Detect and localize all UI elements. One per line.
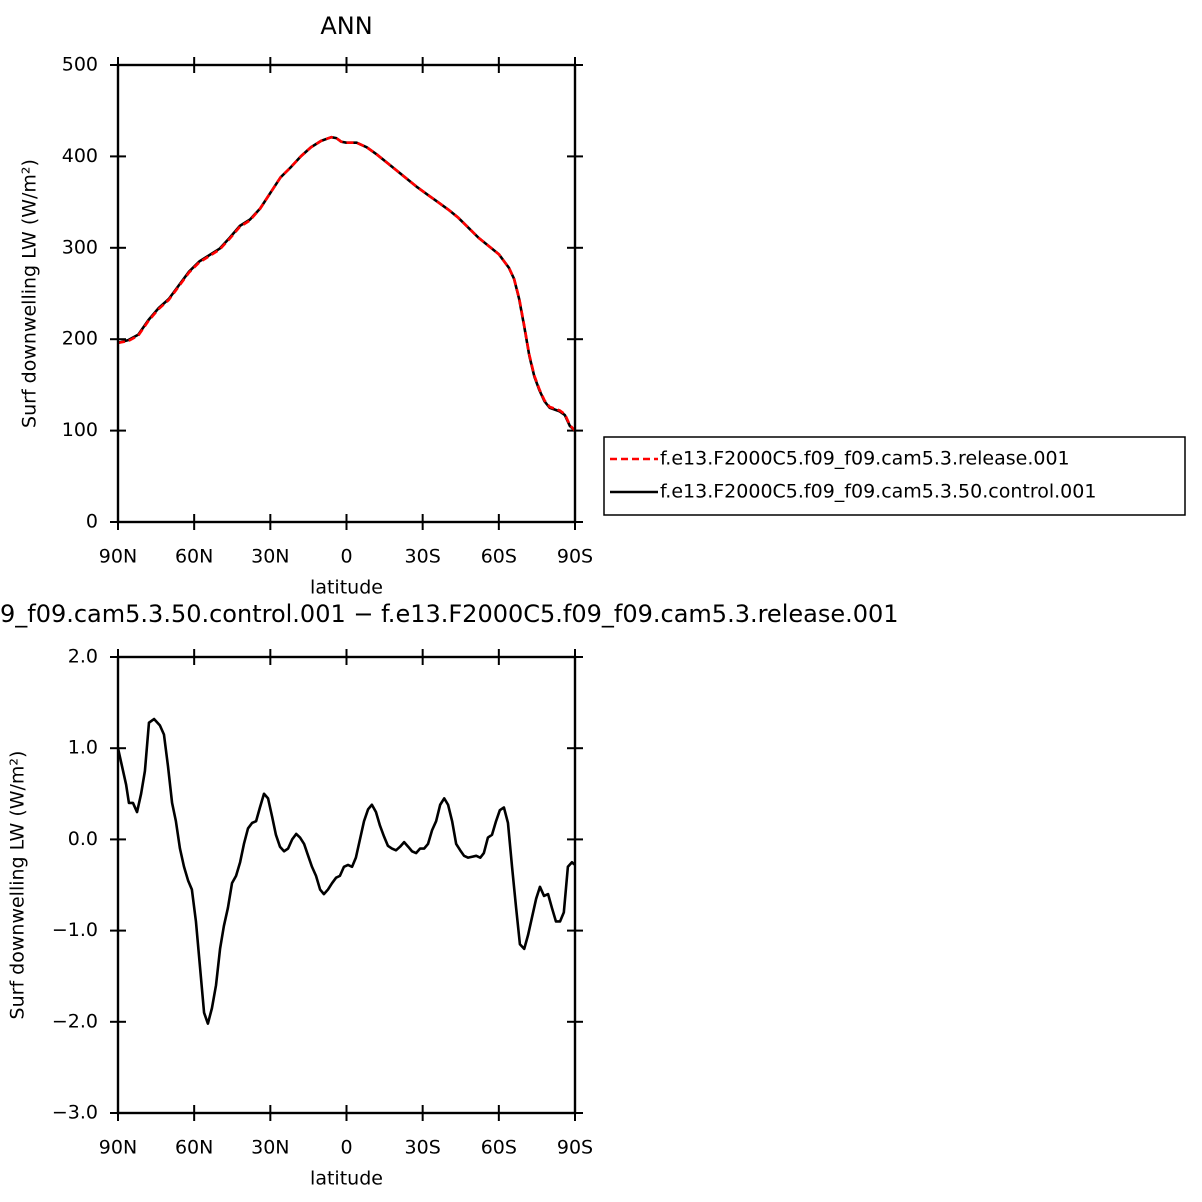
data-line xyxy=(118,135,575,432)
y-tick-label: −3.0 xyxy=(52,1102,98,1124)
x-tick-label: 30N xyxy=(251,546,289,568)
x-tick-label: 90N xyxy=(99,546,137,568)
x-tick-label: 60N xyxy=(175,1137,213,1159)
y-tick-label: 2.0 xyxy=(68,646,98,668)
x-tick-label: 60N xyxy=(175,546,213,568)
plot-frame xyxy=(116,655,577,1115)
y-tick-label: 400 xyxy=(62,145,98,167)
x-tick-label: 0 xyxy=(340,1137,352,1159)
x-axis-label: latitude xyxy=(310,577,383,599)
chart-title: ANN xyxy=(320,12,372,40)
y-axis-label: Surf downwelling LW (W/m²) xyxy=(19,159,41,428)
legend-box xyxy=(603,436,1186,516)
chart-title: f.e13.F2000C5.f09_f09.cam5.3.50.control.… xyxy=(0,600,899,628)
x-tick-label: 30S xyxy=(405,1137,441,1159)
y-tick-label: 1.0 xyxy=(68,737,98,759)
y-tick-label: 100 xyxy=(62,419,98,441)
x-tick-label: 90S xyxy=(557,1137,593,1159)
y-tick-label: −1.0 xyxy=(52,919,98,941)
y-tick-label: −2.0 xyxy=(52,1010,98,1032)
x-axis-label: latitude xyxy=(310,1168,383,1190)
legend-label: f.e13.F2000C5.f09_f09.cam5.3.release.001 xyxy=(660,448,1070,470)
x-tick-label: 60S xyxy=(481,1137,517,1159)
plot-frame xyxy=(116,63,577,524)
x-tick-label: 90N xyxy=(99,1137,137,1159)
data-line xyxy=(118,135,575,432)
y-tick-label: 300 xyxy=(62,236,98,258)
x-tick-label: 30N xyxy=(251,1137,289,1159)
x-tick-label: 60S xyxy=(481,546,517,568)
y-tick-label: 500 xyxy=(62,54,98,76)
x-tick-label: 0 xyxy=(340,546,352,568)
y-tick-label: 0.0 xyxy=(68,828,98,850)
x-tick-label: 30S xyxy=(405,546,441,568)
y-tick-label: 200 xyxy=(62,328,98,350)
data-line xyxy=(118,717,575,1025)
y-axis-label: Surf downwelling LW (W/m²) xyxy=(7,751,29,1020)
legend-label: f.e13.F2000C5.f09_f09.cam5.3.50.control.… xyxy=(660,481,1096,503)
x-tick-label: 90S xyxy=(557,546,593,568)
y-tick-label: 0 xyxy=(86,511,98,533)
